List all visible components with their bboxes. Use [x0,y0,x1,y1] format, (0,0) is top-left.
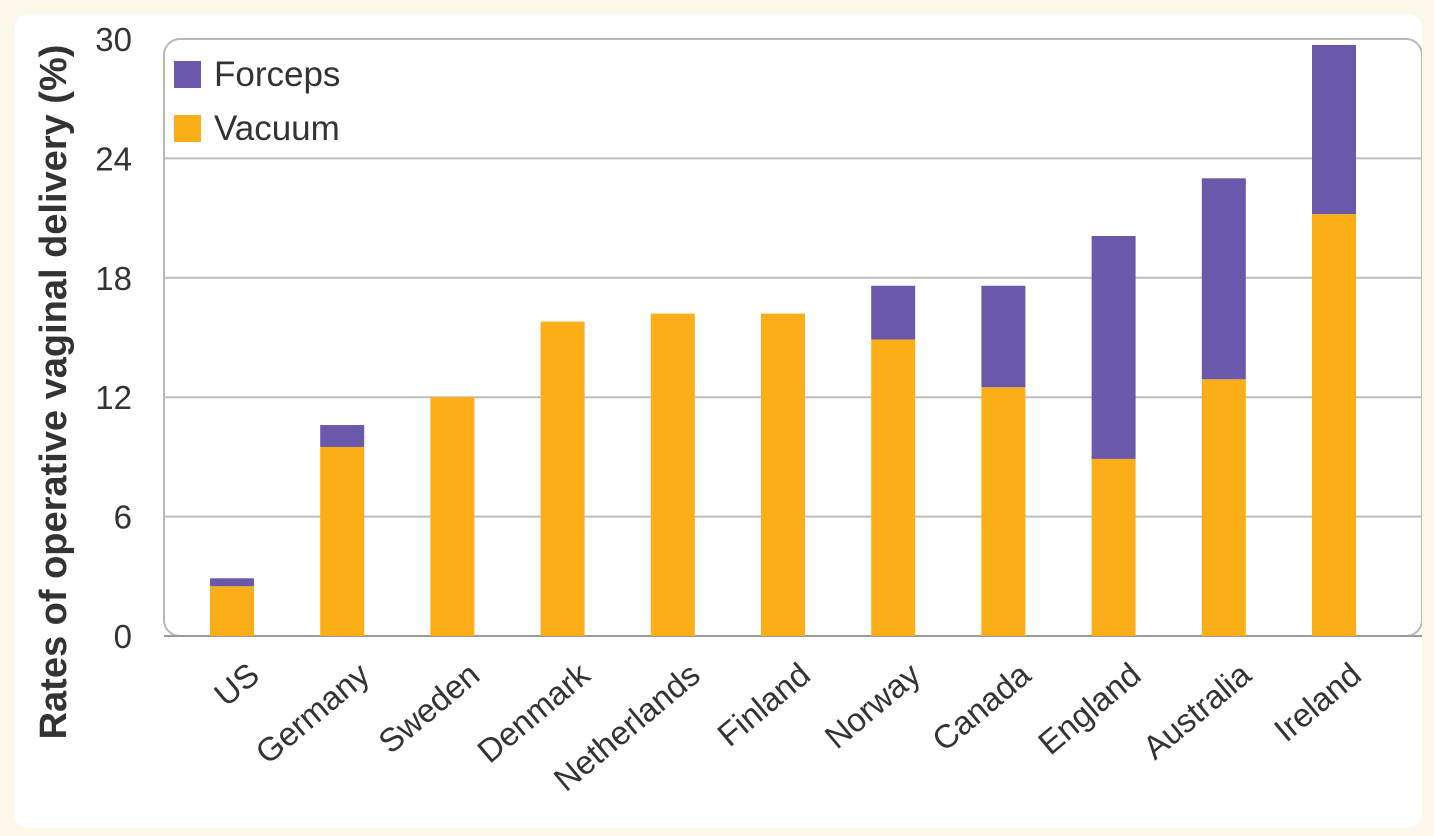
bar-forceps-ireland [1312,44,1356,215]
x-tick-label: Canada [925,655,1038,758]
bar-vacuum-us [210,586,254,636]
stacked-bar-chart: Rates of operative vaginal delivery (%) … [33,21,1422,798]
y-tick-labels: 0 6 12 18 24 30 [95,21,132,655]
x-tick-label: Australia [1136,655,1259,766]
legend-swatch-vacuum [174,115,201,142]
y-tick-label: 18 [95,260,132,297]
bar-vacuum-ireland [1312,214,1356,636]
bar-vacuum-australia [1201,379,1246,636]
x-tick-label: Sweden [371,655,486,760]
bar-forceps-norway [871,285,916,340]
bar-vacuum-england [1091,458,1136,636]
bar-vacuum-denmark [540,321,585,636]
chart-card: Rates of operative vaginal delivery (%) … [14,14,1422,828]
y-axis-label: Rates of operative vaginal delivery (%) [33,45,75,740]
bar-vacuum-sweden [430,397,475,636]
bars [210,44,1356,636]
x-tick-label: England [1031,655,1148,761]
legend-label-vacuum: Vacuum [214,109,340,148]
bar-vacuum-canada [981,387,1026,636]
x-tick-label: Germany [248,655,376,771]
bar-vacuum-netherlands [650,313,695,636]
legend: Forceps Vacuum [174,55,340,148]
y-tick-label: 30 [95,21,132,58]
bar-forceps-us [210,578,254,587]
bar-forceps-australia [1201,178,1246,380]
y-tick-label: 24 [95,140,132,177]
bar-vacuum-germany [320,446,365,636]
bar-forceps-germany [320,425,365,447]
x-tick-label: US [207,655,266,713]
bar-forceps-canada [981,285,1026,388]
legend-label-forceps: Forceps [214,55,340,94]
x-tick-label: Ireland [1267,655,1368,748]
legend-swatch-forceps [174,61,201,88]
y-tick-label: 6 [114,499,132,536]
y-tick-label: 12 [95,379,132,416]
bar-forceps-england [1091,236,1136,459]
x-tick-label: Norway [818,655,928,756]
x-tick-label: Finland [710,655,817,753]
y-tick-label: 0 [114,618,132,655]
bar-vacuum-finland [761,313,805,636]
bar-vacuum-norway [871,339,916,636]
